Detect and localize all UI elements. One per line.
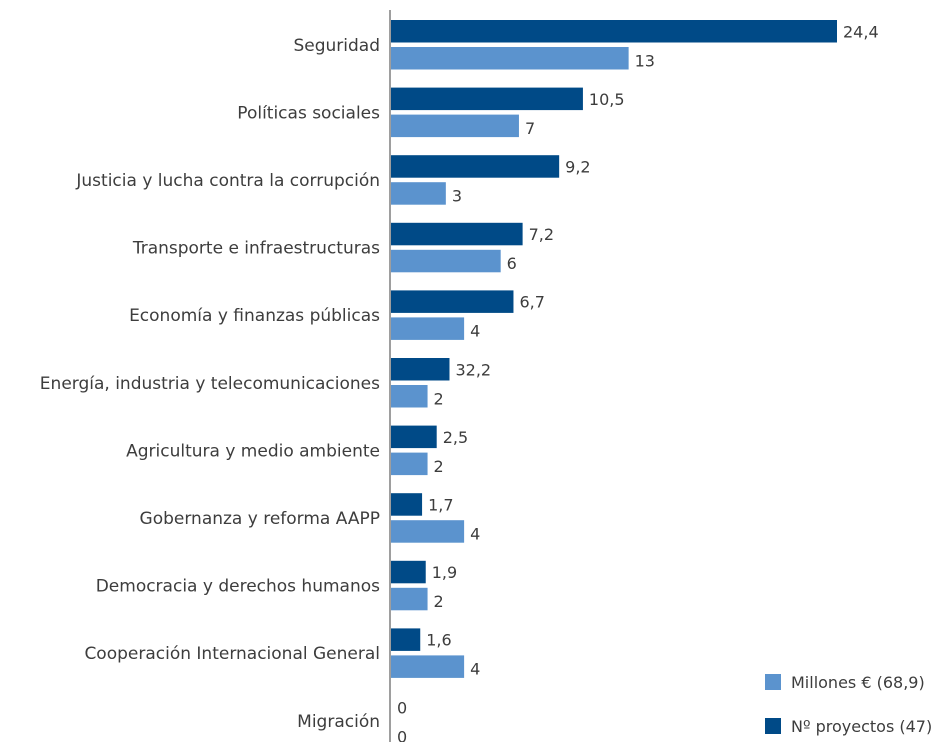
bar-n-proyectos [391,628,421,651]
bar-n-proyectos [391,290,514,313]
bar-n-proyectos [391,560,426,584]
category-label: Energía, industria y telecomunicaciones [40,374,380,394]
legend-swatch [765,718,781,734]
bars [391,20,837,678]
bar-millones [391,182,446,205]
value-label-n-proyectos: 0 [397,698,407,717]
bar-n-proyectos [391,87,583,111]
legend-label: Nº proyectos (47) [791,717,932,736]
bar-millones [391,385,428,408]
bar-n-proyectos [391,20,837,43]
legend-label: Millones € (68,9) [791,673,925,692]
bar-millones [391,520,465,543]
value-labels: 24,4 13 10,5 7 9,2 3 7,2 6 6,7 4 32,2 2 2,5 2 1,7 4 1,9 2… [397,22,879,742]
value-label-millones: 6 [507,254,517,273]
legend-item-millones: Millones € (68,9) [765,673,925,692]
value-label-n-proyectos: 2,5 [443,428,468,447]
bar-n-proyectos [391,155,560,178]
value-label-millones: 4 [470,660,480,679]
value-label-n-proyectos: 6,7 [519,293,544,312]
value-label-millones: 2 [434,389,444,408]
value-label-n-proyectos: 9,2 [565,157,590,176]
legend-swatch [765,674,781,690]
bar-millones [391,47,629,70]
bar-n-proyectos [391,222,523,246]
bar-n-proyectos [391,493,423,516]
value-label-millones: 2 [434,457,444,476]
bar-millones [391,587,428,611]
value-label-n-proyectos: 1,7 [428,495,453,514]
category-labels: Seguridad Políticas sociales Justicia y lu… [40,36,380,732]
category-label: Democracia y derechos humanos [96,577,380,597]
value-label-millones: 2 [434,592,444,611]
value-label-millones: 3 [452,186,462,205]
category-label: Seguridad [293,36,380,56]
value-label-n-proyectos: 32,2 [455,360,491,379]
value-label-n-proyectos: 7,2 [529,225,554,244]
bar-millones [391,452,428,476]
category-label: Políticas sociales [237,103,380,123]
legend: Millones € (68,9) Nº proyectos (47) [765,673,932,736]
bar-millones [391,249,501,273]
value-label-millones: 7 [525,119,535,138]
category-label: Migración [297,712,380,732]
bar-n-proyectos [391,425,437,449]
value-label-n-proyectos: 10,5 [589,90,625,109]
bar-n-proyectos [391,358,450,381]
legend-item-n-proyectos: Nº proyectos (47) [765,717,932,736]
category-label: Cooperación Internacional General [84,644,380,664]
bar-millones [391,317,465,340]
value-label-n-proyectos: 24,4 [843,22,879,41]
category-label: Economía y finanzas públicas [129,306,380,326]
value-label-millones: 4 [470,322,480,341]
bar-millones [391,114,519,138]
bar-millones [391,655,465,678]
category-label: Agricultura y medio ambiente [126,441,380,461]
category-label: Gobernanza y reforma AAPP [140,509,380,529]
category-label: Transporte e infraestructuras [132,239,380,259]
value-label-millones: 13 [635,51,655,70]
value-label-millones: 0 [397,727,407,742]
category-label: Justicia y lucha contra la corrupción [75,171,380,191]
value-label-millones: 4 [470,524,480,543]
value-label-n-proyectos: 1,9 [432,563,457,582]
value-label-n-proyectos: 1,6 [426,631,451,650]
